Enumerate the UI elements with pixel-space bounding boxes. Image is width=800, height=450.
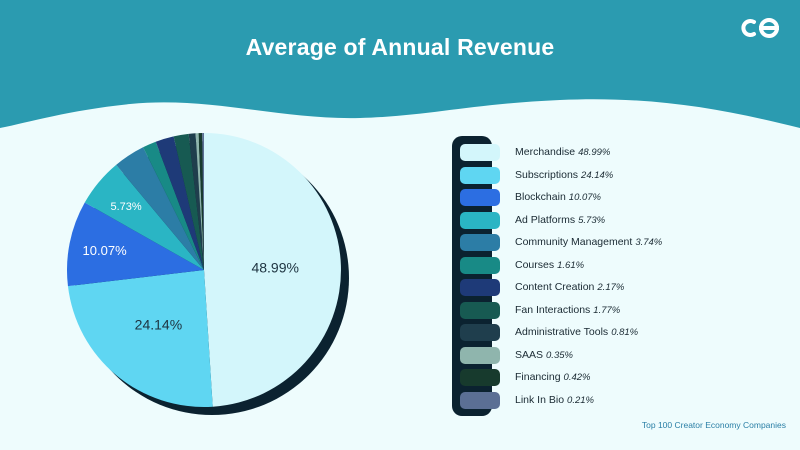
legend-label-percent: 2.17% [597, 282, 625, 293]
legend-swatch [460, 256, 500, 274]
legend-label: Fan Interactions 1.77% [515, 304, 620, 316]
legend-swatch [460, 369, 500, 386]
legend-swatch [460, 166, 500, 184]
legend-label-name: Link In Bio [515, 393, 565, 406]
pie-slice-subscriptions [67, 270, 213, 407]
legend-label: Community Management 3.74% [515, 236, 662, 248]
legend-label-percent: 0.35% [546, 349, 573, 361]
pie-slice-courses [143, 141, 204, 270]
legend-item: Courses 1.61% [460, 255, 760, 278]
legend-label-percent: 0.42% [563, 372, 591, 383]
eo-logo-icon [741, 18, 779, 38]
legend-item: SAAS 0.35% [460, 345, 760, 368]
legend-label: Merchandise 48.99% [515, 146, 610, 158]
legend-label-name: Fan Interactions [515, 303, 591, 316]
legend-label-name: Ad Platforms [515, 213, 576, 226]
legend-swatch [460, 346, 500, 364]
legend-label: Link In Bio 0.21% [515, 394, 594, 406]
legend-label: Administrative Tools 0.81% [515, 326, 638, 338]
pie-slice-ad-platforms [84, 164, 204, 270]
legend-label-percent: 1.61% [557, 259, 585, 271]
legend-label-name: Merchandise [515, 146, 576, 158]
legend-label-percent: 3.74% [635, 237, 663, 248]
legend-label-name: Content Creation [515, 281, 595, 293]
legend-label: Subscriptions 24.14% [515, 169, 613, 181]
legend-label: Content Creation 2.17% [515, 281, 624, 293]
legend-label-name: Subscriptions [515, 168, 579, 181]
pie-slice-blockchain [66, 202, 204, 287]
legend: Merchandise 48.99% Subscriptions 24.14% Bloc… [460, 142, 760, 412]
pie-label-blockchain: 10.07% [83, 243, 128, 258]
legend-item: Financing 0.42% [460, 367, 760, 390]
legend-item: Administrative Tools 0.81% [460, 322, 760, 345]
pie-slice-saas [195, 133, 204, 270]
legend-label-name: Blockchain [515, 191, 566, 203]
legend-label: SAAS 0.35% [515, 349, 573, 361]
legend-swatch [460, 234, 500, 251]
legend-item: Merchandise 48.99% [460, 142, 760, 165]
legend-label: Financing 0.42% [515, 371, 590, 383]
pie-slice-content-creation [155, 136, 204, 270]
legend-item: Link In Bio 0.21% [460, 390, 760, 413]
source-note: Top 100 Creator Economy Companies [641, 420, 786, 430]
pie-slice-financing [198, 133, 204, 270]
legend-swatch [460, 301, 500, 319]
pie-slice-community-management [116, 147, 204, 270]
pie-slice-merchandise [204, 133, 341, 407]
legend-label-percent: 5.73% [578, 214, 606, 226]
legend-label-percent: 10.07% [568, 192, 602, 203]
legend-item: Ad Platforms 5.73% [460, 210, 760, 233]
legend-swatch [460, 279, 500, 296]
legend-item: Fan Interactions 1.77% [460, 300, 760, 323]
legend-item: Content Creation 2.17% [460, 277, 760, 300]
legend-swatch [460, 211, 500, 229]
pie-label-subscriptions: 24.14% [135, 317, 182, 333]
legend-swatch [460, 189, 500, 206]
legend-label-name: Community Management [515, 236, 633, 248]
legend-label-percent: 24.14% [581, 169, 614, 181]
pie-slice-link-in-bio [202, 132, 204, 270]
legend-item: Subscriptions 24.14% [460, 165, 760, 188]
chart-title: Average of Annual Revenue [245, 34, 555, 60]
pie-slice-fan-interactions [173, 133, 204, 270]
legend-swatch [460, 391, 500, 409]
legend-label-percent: 0.81% [611, 327, 639, 338]
legend-item: Blockchain 10.07% [460, 187, 760, 210]
legend-label-name: SAAS [515, 348, 544, 361]
legend-label-name: Courses [515, 258, 555, 271]
pie-slice-administrative-tools [188, 133, 204, 270]
legend-label: Ad Platforms 5.73% [515, 214, 605, 226]
legend-label: Blockchain 10.07% [515, 191, 601, 203]
legend-label: Courses 1.61% [515, 259, 584, 271]
legend-swatch [460, 324, 500, 341]
legend-swatch [460, 144, 500, 161]
legend-label-name: Administrative Tools [515, 326, 609, 338]
pie-label-merchandise: 48.99% [251, 260, 298, 276]
legend-label-percent: 48.99% [578, 147, 611, 158]
legend-label-percent: 0.21% [567, 394, 594, 406]
legend-item: Community Management 3.74% [460, 232, 760, 255]
pie-label-ad-platforms: 5.73% [110, 201, 141, 213]
legend-label-percent: 1.77% [593, 304, 621, 316]
legend-label-name: Financing [515, 371, 561, 383]
